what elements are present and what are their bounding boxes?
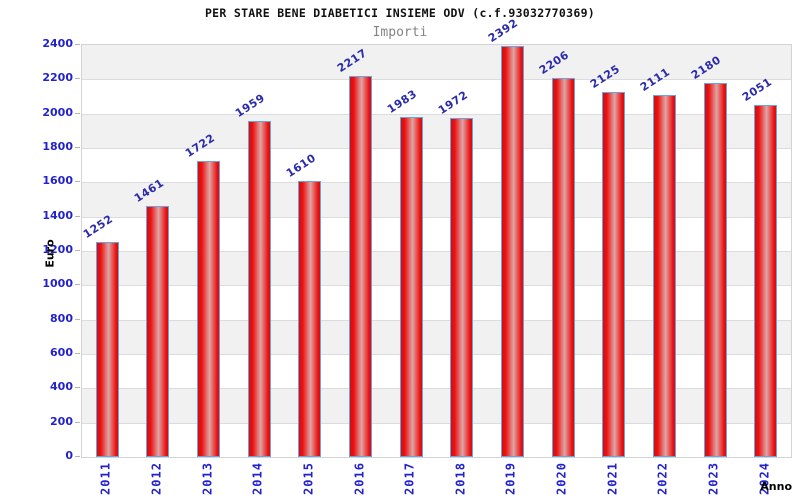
y-axis-tick-mark [75,78,80,80]
plot-area [81,44,792,458]
y-axis-tick-label: 2200 [42,71,73,85]
gridline [82,148,791,149]
y-axis-tick-label: 0 [65,449,73,462]
grid-band [82,388,791,423]
bar [703,82,727,457]
gridline [82,354,791,355]
bar [652,94,676,457]
chart-title: PER STARE BENE DIABETICI INSIEME ODV (c.… [204,6,596,20]
x-axis-tick-label: 2021 [605,462,620,495]
y-axis-tick-label: 1600 [42,174,73,188]
grid-band [82,45,791,80]
grid-band [82,319,791,354]
y-axis-tick-label: 600 [50,346,73,359]
x-axis-tick-label: 2024 [757,462,772,495]
y-axis-tick-mark [75,181,80,183]
bar [197,161,221,457]
grid-band [82,113,791,148]
bar [146,206,170,457]
bar [349,76,373,457]
bar [298,180,322,457]
bar [399,116,423,457]
x-axis-tick-label: 2015 [301,462,316,495]
x-axis-tick-label: 2022 [655,462,670,495]
y-axis-tick-mark [75,44,80,45]
gridline [82,285,791,287]
bar [754,104,778,457]
grid-band [82,251,791,286]
y-axis-tick-mark [75,147,80,148]
y-axis-tick-mark [75,215,80,217]
grid-band [82,422,791,457]
y-axis-tick-mark [75,284,80,286]
y-axis-tick-label: 800 [50,311,73,325]
y-axis-tick-mark [75,250,80,251]
y-axis-tick-label: 400 [50,380,73,394]
y-axis-title: Euro [43,239,57,268]
y-axis-tick-mark [75,353,80,354]
grid-band [82,285,791,320]
x-axis-tick-label: 2017 [402,462,417,495]
x-axis-tick-label: 2020 [554,462,569,495]
y-axis-tick-label: 1000 [42,277,73,291]
bar [247,120,271,457]
x-axis-tick-label: 2012 [149,462,164,495]
x-axis-tick-label: 2011 [98,462,113,495]
y-axis-tick-label: 1800 [42,140,73,153]
gridline [82,388,791,390]
x-axis-title: Anno [760,480,792,493]
x-axis-tick-label: 2023 [706,462,721,495]
x-axis-tick-label: 2014 [250,462,265,495]
y-axis-tick-label: 200 [50,414,73,428]
y-axis-tick-mark [75,387,80,389]
chart-subtitle: Importi [372,25,428,40]
gridline [82,319,791,321]
gridline [82,251,791,252]
grid-band [82,182,791,217]
gridline [82,79,791,81]
bar [500,46,524,457]
x-axis-tick-label: 2018 [453,462,468,495]
bar [551,78,575,457]
bar [95,242,119,457]
y-axis-tick-mark [75,112,80,114]
grid-band [82,354,791,389]
y-axis-tick-label: 1400 [42,208,73,222]
y-axis-tick-label: 2400 [42,37,73,50]
bar [602,92,626,457]
bar [450,118,474,457]
y-axis-tick-mark [75,456,80,457]
gridline [82,216,791,218]
y-axis-tick-mark [75,318,80,320]
y-axis-tick-label: 1200 [42,243,73,256]
x-axis-tick-label: 2019 [503,462,518,495]
gridline [82,182,791,184]
y-axis-tick-mark [75,421,80,423]
x-axis-tick-label: 2013 [200,462,215,495]
gridline [82,422,791,424]
x-axis-tick-label: 2016 [352,462,367,495]
gridline [82,113,791,115]
grid-band [82,216,791,251]
y-axis-tick-label: 2000 [42,105,73,119]
